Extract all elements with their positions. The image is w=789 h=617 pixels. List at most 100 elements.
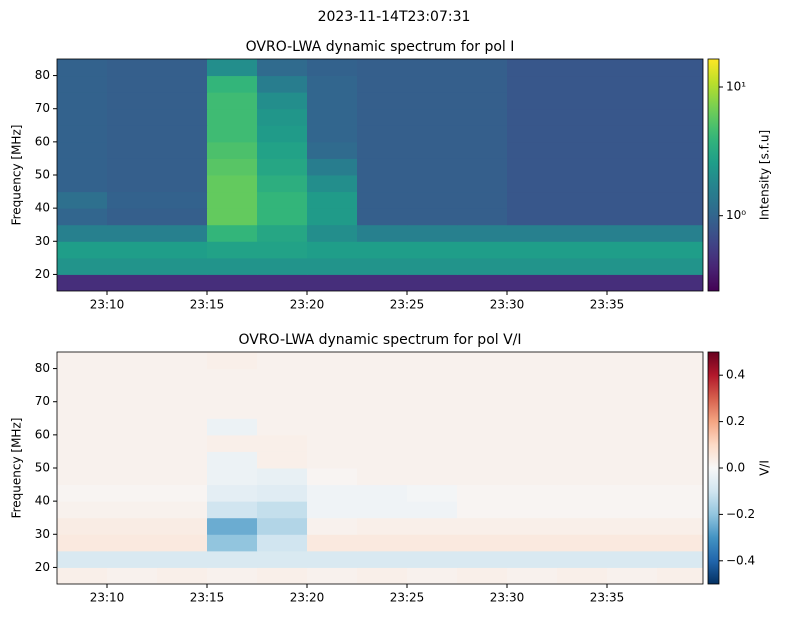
cell	[257, 141, 308, 159]
cell	[507, 274, 558, 291]
cell	[657, 175, 703, 193]
cell	[207, 241, 258, 259]
cell	[157, 141, 208, 159]
heatmap	[57, 59, 703, 291]
cell	[307, 368, 358, 386]
cell	[257, 59, 308, 77]
cell	[557, 550, 608, 568]
cell	[657, 75, 703, 93]
cell	[507, 418, 558, 436]
cell	[257, 257, 308, 275]
cell	[457, 241, 508, 259]
cell	[507, 517, 558, 535]
cell	[357, 468, 408, 486]
cell	[107, 484, 158, 502]
cell	[107, 257, 158, 275]
cell	[457, 108, 508, 126]
cell	[607, 175, 658, 193]
cell	[507, 550, 558, 568]
cell	[57, 418, 108, 436]
cell	[457, 274, 508, 291]
cell	[257, 352, 308, 370]
cell	[157, 434, 208, 452]
cell	[107, 352, 158, 370]
cell	[557, 501, 608, 519]
colorbar-tick-label: 10¹	[726, 79, 746, 93]
cell	[657, 208, 703, 226]
cell	[457, 208, 508, 226]
cell	[307, 224, 358, 242]
x-tick-label: 23:10	[90, 298, 125, 312]
colorbar-tick-label: −0.4	[726, 553, 755, 567]
cell	[157, 59, 208, 77]
cell	[357, 451, 408, 469]
cell	[457, 158, 508, 176]
cell	[257, 484, 308, 502]
cell	[307, 501, 358, 519]
cell	[457, 92, 508, 110]
cell	[157, 241, 208, 259]
cell	[507, 352, 558, 370]
cell	[107, 401, 158, 419]
cell	[607, 468, 658, 486]
cell	[257, 418, 308, 436]
cell	[157, 468, 208, 486]
cell	[607, 59, 658, 77]
cell	[307, 191, 358, 209]
cell	[257, 368, 308, 386]
cell	[357, 141, 408, 159]
cell	[507, 501, 558, 519]
cell	[557, 517, 608, 535]
cell	[57, 257, 108, 275]
cell	[207, 224, 258, 242]
cell	[507, 451, 558, 469]
cell	[207, 468, 258, 486]
cell	[407, 75, 458, 93]
cell	[107, 501, 158, 519]
cell	[57, 468, 108, 486]
cell	[107, 418, 158, 436]
cell	[257, 550, 308, 568]
cell	[307, 385, 358, 403]
cell	[507, 484, 558, 502]
cell	[407, 274, 458, 291]
cell	[157, 108, 208, 126]
cell	[557, 451, 608, 469]
cell	[657, 484, 703, 502]
cell	[507, 92, 558, 110]
cell	[657, 158, 703, 176]
cell	[607, 352, 658, 370]
cell	[157, 191, 208, 209]
cell	[107, 385, 158, 403]
cell	[357, 191, 408, 209]
cell	[257, 125, 308, 143]
cell	[407, 501, 458, 519]
y-tick-label: 60	[35, 134, 50, 148]
cell	[457, 368, 508, 386]
cell	[357, 501, 408, 519]
axes-title: OVRO-LWA dynamic spectrum for pol I	[246, 39, 515, 55]
cell	[357, 517, 408, 535]
cell	[457, 484, 508, 502]
y-tick-label: 80	[35, 68, 50, 82]
cell	[507, 59, 558, 77]
cell	[607, 92, 658, 110]
cell	[657, 434, 703, 452]
cell	[257, 468, 308, 486]
cell	[157, 158, 208, 176]
cell	[107, 75, 158, 93]
cell	[607, 224, 658, 242]
x-tick-label: 23:35	[590, 298, 625, 312]
cell	[507, 191, 558, 209]
cell	[607, 401, 658, 419]
cell	[657, 108, 703, 126]
cell	[157, 208, 208, 226]
x-tick-label: 23:25	[390, 591, 425, 605]
cell	[557, 158, 608, 176]
cell	[257, 158, 308, 176]
cell	[657, 501, 703, 519]
cell	[357, 534, 408, 552]
y-tick-label: 30	[35, 234, 50, 248]
cell	[657, 191, 703, 209]
cell	[157, 257, 208, 275]
